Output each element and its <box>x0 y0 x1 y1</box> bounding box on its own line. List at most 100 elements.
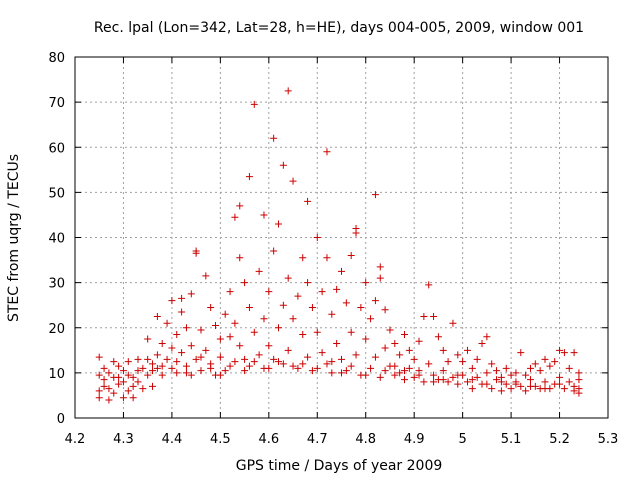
data-point <box>207 364 215 372</box>
data-point <box>512 380 520 388</box>
data-point <box>483 369 491 377</box>
data-point <box>284 274 292 282</box>
data-point <box>420 378 428 386</box>
data-point <box>454 371 462 379</box>
data-point <box>507 371 515 379</box>
data-point <box>526 376 534 384</box>
data-point <box>265 364 273 372</box>
data-point <box>367 364 375 372</box>
data-point <box>546 362 554 370</box>
data-point <box>163 319 171 327</box>
data-point <box>270 247 278 255</box>
data-point <box>245 173 253 181</box>
data-point <box>328 310 336 318</box>
data-point <box>405 346 413 354</box>
x-tick-label: 4.5 <box>210 432 231 447</box>
data-point <box>178 349 186 357</box>
y-tick-label: 70 <box>48 96 65 111</box>
data-point <box>483 333 491 341</box>
data-point <box>430 371 438 379</box>
data-point <box>144 355 152 363</box>
data-point <box>575 385 583 393</box>
data-point <box>342 367 350 375</box>
data-point <box>425 281 433 289</box>
data-point <box>459 358 467 366</box>
data-point <box>308 303 316 311</box>
data-point <box>168 364 176 372</box>
data-point <box>231 213 239 221</box>
data-point <box>565 378 573 386</box>
data-point <box>124 371 132 379</box>
data-point <box>134 378 142 386</box>
data-point <box>386 326 394 334</box>
data-point <box>318 288 326 296</box>
data-point <box>236 202 244 210</box>
data-point <box>284 87 292 95</box>
data-point <box>245 303 253 311</box>
data-point <box>158 371 166 379</box>
data-point <box>275 324 283 332</box>
data-point <box>444 378 452 386</box>
data-point <box>526 382 534 390</box>
data-point <box>284 346 292 354</box>
data-point <box>197 326 205 334</box>
data-point <box>541 378 549 386</box>
data-point <box>299 360 307 368</box>
data-point <box>430 312 438 320</box>
data-point <box>318 349 326 357</box>
data-point <box>478 340 486 348</box>
data-point <box>241 355 249 363</box>
data-point <box>139 364 147 372</box>
data-point <box>279 301 287 309</box>
data-point <box>323 148 331 156</box>
data-point <box>236 254 244 262</box>
data-point <box>115 380 123 388</box>
x-tick-label: 5.3 <box>598 432 619 447</box>
data-point <box>439 346 447 354</box>
data-point <box>430 378 438 386</box>
data-point <box>347 328 355 336</box>
data-point <box>95 371 103 379</box>
data-point <box>95 387 103 395</box>
data-point <box>100 382 108 390</box>
data-point <box>347 362 355 370</box>
data-point <box>158 362 166 370</box>
y-tick-label: 0 <box>57 412 65 427</box>
data-point <box>473 355 481 363</box>
data-point <box>279 161 287 169</box>
x-tick-label: 5.1 <box>501 432 522 447</box>
data-point <box>483 380 491 388</box>
data-point <box>119 367 127 375</box>
data-point <box>153 364 161 372</box>
data-point <box>95 394 103 402</box>
data-point <box>153 351 161 359</box>
data-point <box>226 333 234 341</box>
data-point <box>202 346 210 354</box>
data-point <box>163 355 171 363</box>
data-point <box>173 331 181 339</box>
data-point <box>226 288 234 296</box>
data-point <box>124 358 132 366</box>
data-point <box>110 389 118 397</box>
data-point <box>105 385 113 393</box>
data-point <box>468 364 476 372</box>
data-point <box>231 358 239 366</box>
x-tick-label: 4.2 <box>65 432 86 447</box>
data-point <box>289 177 297 185</box>
data-point <box>144 335 152 343</box>
data-point <box>565 364 573 372</box>
data-point <box>289 315 297 323</box>
data-point <box>497 378 505 386</box>
data-point <box>531 360 539 368</box>
data-point <box>270 134 278 142</box>
data-point <box>187 342 195 350</box>
data-point <box>105 396 113 404</box>
data-point <box>313 234 321 241</box>
data-point <box>294 292 302 300</box>
data-point <box>197 353 205 361</box>
data-point <box>275 358 283 366</box>
data-point <box>371 353 379 361</box>
data-point <box>144 371 152 379</box>
y-tick-label: 50 <box>48 186 65 201</box>
